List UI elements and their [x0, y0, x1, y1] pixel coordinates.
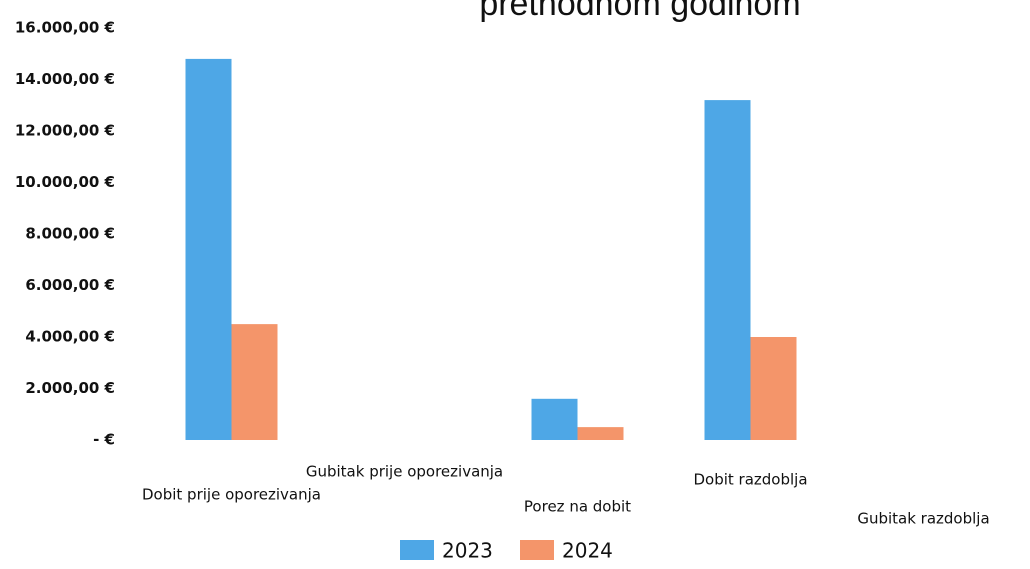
- bar: [185, 58, 232, 441]
- y-tick-label: 4.000,00 €: [25, 328, 115, 346]
- legend-swatch: [520, 540, 554, 560]
- y-tick-label: 14.000,00 €: [15, 70, 115, 88]
- legend-swatch: [400, 540, 434, 560]
- y-tick-label: 6.000,00 €: [25, 276, 115, 294]
- legend-label: 2024: [562, 539, 613, 563]
- bar: [231, 324, 278, 440]
- y-tick-label: 10.000,00 €: [15, 173, 115, 191]
- x-tick-label: Gubitak prije oporezivanja: [306, 463, 503, 481]
- y-tick-label: 16.000,00 €: [15, 19, 115, 37]
- y-tick-label: 2.000,00 €: [25, 379, 115, 397]
- bar: [750, 337, 797, 440]
- x-tick-label: Dobit razdoblja: [693, 471, 807, 489]
- x-tick-label: Porez na dobit: [524, 498, 631, 516]
- bar: [531, 398, 578, 440]
- y-tick-label: - €: [93, 431, 115, 449]
- x-tick-label: Gubitak razdoblja: [857, 510, 989, 528]
- bar: [704, 100, 751, 440]
- legend-label: 2023: [442, 539, 493, 563]
- y-tick-label: 12.000,00 €: [15, 122, 115, 140]
- bar: [577, 427, 624, 440]
- y-tick-label: 8.000,00 €: [25, 225, 115, 243]
- x-tick-label: Dobit prije oporezivanja: [142, 486, 321, 504]
- chart-title: prethodnom godinom: [479, 0, 800, 23]
